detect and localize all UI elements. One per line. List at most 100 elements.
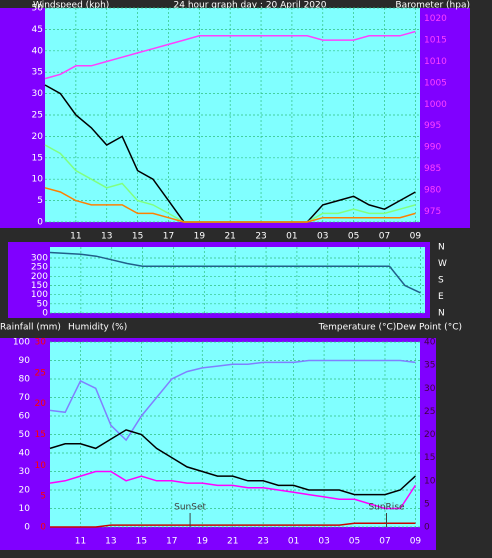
x-tick-label: 01 — [286, 232, 297, 242]
y-tick-label: 15 — [32, 153, 43, 163]
y-tick-label: 50 — [32, 4, 44, 14]
x-tick-label: 07 — [379, 232, 390, 242]
y2-tick-label: 985 — [424, 164, 441, 174]
y-tick-label: 25 — [32, 111, 43, 121]
y2-tick-label: 0 — [424, 523, 430, 533]
x-tick-label: 13 — [105, 537, 116, 547]
y2-tick-label: 1015 — [424, 36, 447, 46]
x-tick-label: 23 — [255, 232, 266, 242]
y-label: Humidity (%) — [68, 323, 127, 333]
y3-tick-label: 10 — [35, 461, 47, 471]
y-tick-label: 5 — [37, 196, 43, 206]
y-tick-label: 0 — [42, 309, 48, 319]
y-tick-label: 0 — [37, 218, 43, 228]
y2-tick-label: 35 — [424, 361, 435, 371]
plot-area — [50, 247, 425, 313]
y2-tick-label: 1010 — [424, 57, 447, 67]
y3-tick-label: 0 — [40, 523, 46, 533]
y3-tick-label: 15 — [35, 430, 46, 440]
y-tick-label: 200 — [31, 272, 48, 282]
y-tick-label: 50 — [37, 299, 49, 309]
y2-tick-label: 30 — [424, 384, 436, 394]
x-tick-label: 19 — [194, 232, 206, 242]
y2-tick-label: W — [438, 259, 447, 269]
y2-label: Temperature (°C)Dew Point (°C) — [318, 323, 462, 333]
annotation: SunRise — [368, 503, 405, 513]
y3-tick-label: 25 — [35, 368, 46, 378]
x-tick-label: 03 — [318, 537, 329, 547]
y-tick-label: 10 — [19, 504, 31, 514]
y3-tick-label: 20 — [35, 399, 47, 409]
series-line — [49, 359, 416, 442]
y-tick-label: 300 — [31, 254, 48, 264]
y-tick-label: 50 — [19, 430, 31, 440]
y-tick-label: 10 — [32, 175, 44, 185]
series-line — [49, 470, 417, 510]
x-tick-label: 09 — [410, 537, 422, 547]
y-tick-label: 100 — [13, 338, 30, 348]
chart-title: 24 hour graph day : 20 April 2020 — [174, 1, 327, 11]
y2-tick-label: 40 — [424, 338, 436, 348]
y2-tick-label: 15 — [424, 453, 435, 463]
y-tick-label: 40 — [32, 46, 44, 56]
x-tick-label: 01 — [288, 537, 299, 547]
y-tick-label: 60 — [19, 412, 31, 422]
y-tick-label: 80 — [19, 375, 31, 385]
x-tick-label: 07 — [379, 537, 390, 547]
y-tick-label: 30 — [19, 467, 31, 477]
x-tick-label: 23 — [257, 537, 268, 547]
y2-tick-label: 990 — [424, 143, 441, 153]
y-tick-label: 250 — [31, 263, 48, 273]
y2-tick-label: 1005 — [424, 78, 447, 88]
y-tick-label: 150 — [31, 281, 48, 291]
y-label: Windspeed (kph) — [33, 1, 109, 11]
x-tick-label: 17 — [166, 537, 177, 547]
y-tick-label: 20 — [19, 486, 31, 496]
x-tick-label: 15 — [136, 537, 147, 547]
y-tick-label: 45 — [32, 25, 43, 35]
y2-tick-label: 1000 — [424, 100, 447, 110]
x-tick-label: 21 — [227, 537, 238, 547]
x-tick-label: 17 — [163, 232, 174, 242]
y-tick-label: 30 — [32, 89, 44, 99]
x-tick-label: 05 — [349, 537, 360, 547]
y-tick-label: 0 — [24, 523, 30, 533]
y-tick-label: 35 — [32, 68, 43, 78]
y-tick-label: 40 — [19, 449, 31, 459]
y-tick-label: 100 — [31, 290, 48, 300]
y3-tick-label: 5 — [40, 492, 46, 502]
x-tick-label: 11 — [70, 232, 81, 242]
y2-tick-label: N — [438, 243, 445, 253]
y2-tick-label: 980 — [424, 185, 441, 195]
series-line — [44, 187, 416, 223]
y3-tick-label: 30 — [35, 338, 47, 348]
x-tick-label: 21 — [224, 232, 235, 242]
y2-label: Barometer (hpa) — [395, 1, 470, 11]
y2-tick-label: 1020 — [424, 14, 447, 24]
x-tick-label: 09 — [410, 232, 422, 242]
y2-tick-label: 20 — [424, 430, 436, 440]
y2-tick-label: 25 — [424, 407, 435, 417]
y-tick-label: 70 — [19, 393, 31, 403]
x-tick-label: 19 — [197, 537, 209, 547]
y2-tick-label: 975 — [424, 207, 441, 217]
series-line — [49, 429, 416, 496]
y2-tick-label: S — [438, 276, 444, 286]
series-line — [50, 522, 416, 528]
y-tick-label: 20 — [32, 132, 44, 142]
annotation: SunSet — [174, 503, 206, 513]
y2-tick-label: 995 — [424, 121, 441, 131]
x-tick-label: 03 — [317, 232, 328, 242]
y2-tick-label: N — [438, 309, 445, 319]
x-tick-label: 05 — [348, 232, 359, 242]
series-line — [49, 251, 421, 294]
y3-label: Rainfall (mm) — [0, 323, 61, 333]
y2-tick-label: 10 — [424, 476, 436, 486]
y2-tick-label: 5 — [424, 499, 430, 509]
x-tick-label: 13 — [101, 232, 112, 242]
x-tick-label: 11 — [75, 537, 86, 547]
y-tick-label: 90 — [19, 356, 31, 366]
x-tick-label: 15 — [132, 232, 143, 242]
series-line — [44, 30, 416, 80]
